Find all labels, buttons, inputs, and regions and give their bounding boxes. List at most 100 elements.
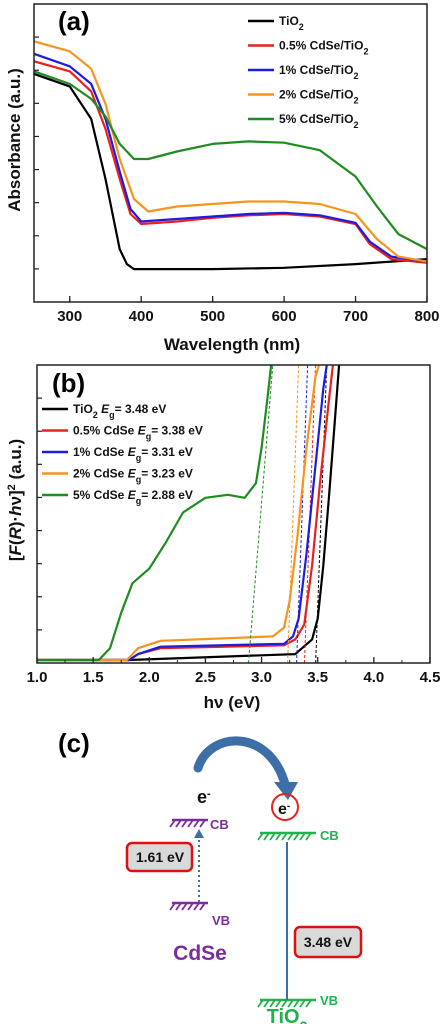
cdse-vb-level bbox=[169, 901, 208, 911]
panel-a-x-tick-label-3: 600 bbox=[272, 308, 297, 325]
panel-b-legend-label-0: TiO2 Eg= 3.48 eV bbox=[73, 402, 166, 420]
tio2-vb-label: VB bbox=[320, 993, 338, 1008]
panel-a-series-0-line bbox=[34, 72, 427, 271]
tio2-cb-hatch bbox=[269, 832, 276, 841]
panel-a-legend-label-0: TiO2 bbox=[279, 14, 304, 32]
panel-b-x-tick-label-2: 2.0 bbox=[139, 669, 160, 686]
cdse-name: CdSe bbox=[173, 942, 227, 965]
electron-cdse-charge: - bbox=[207, 788, 211, 800]
panel-a-x-tick-label-2: 500 bbox=[200, 308, 225, 325]
panel-b-series-4-line bbox=[37, 365, 273, 662]
tio2-vb-hatch bbox=[305, 999, 312, 1008]
cdse-cb-hatch bbox=[193, 819, 200, 828]
cdse-vb-hatch bbox=[169, 902, 176, 911]
panel-a-x-tick-label-0: 300 bbox=[57, 308, 82, 325]
panel-b-series-2-tangent bbox=[296, 365, 309, 663]
panel-a-series-3-line bbox=[34, 40, 427, 263]
cdse-cb-level bbox=[169, 818, 208, 828]
cdse-vb-hatch bbox=[187, 902, 194, 911]
cdse-cb-hatch bbox=[169, 819, 176, 828]
tio2-name-sub: 2 bbox=[300, 1018, 308, 1024]
panel-a-series-1-line bbox=[34, 60, 427, 264]
y-title-exp: 2 bbox=[6, 484, 18, 490]
panel-b-series-0-line bbox=[37, 365, 341, 662]
tio2-cb-hatch bbox=[257, 832, 264, 841]
panel-b-x-tick-label-4: 3.0 bbox=[251, 669, 272, 686]
panel-a-y-axis-title: Absorbance (a.u.) bbox=[5, 68, 24, 212]
cdse-gap-value: 1.61 eV bbox=[136, 849, 185, 865]
panel-b-legend-label-1: 0.5% CdSe Eg= 3.38 eV bbox=[73, 424, 203, 442]
tio2-cb-hatch bbox=[293, 832, 300, 841]
panel-a-series-2-line bbox=[34, 52, 427, 263]
panel-b-x-tick-label-7: 4.5 bbox=[420, 669, 441, 686]
tio2-vb-hatch bbox=[263, 999, 270, 1008]
panel-b-x-tick-label-6: 4.0 bbox=[363, 669, 384, 686]
panel-a-frame bbox=[33, 3, 428, 303]
panel-b-x-axis-title: hν (eV) bbox=[204, 693, 261, 712]
cdse-gap-box bbox=[125, 841, 194, 873]
panel-b-legend: TiO2 Eg= 3.48 eV 0.5% CdSe Eg= 3.38 eV 1% … bbox=[42, 402, 203, 506]
cdse-vb-label: VB bbox=[212, 913, 230, 928]
tio2-cb-hatch bbox=[275, 832, 282, 841]
panel-b-legend-label-4: 5% CdSe Eg= 2.88 eV bbox=[73, 488, 193, 506]
panel-a-x-tick-label-5: 800 bbox=[414, 308, 439, 325]
transfer-arrowhead bbox=[274, 782, 298, 800]
cdse-cb-hatch bbox=[187, 819, 194, 828]
cdse-cb-hatch bbox=[175, 819, 182, 828]
tio2-name: TiO2 bbox=[267, 1006, 308, 1024]
panel-a-x-axis-title: Wavelength (nm) bbox=[164, 335, 300, 354]
tio2-vb-hatch bbox=[287, 999, 294, 1008]
panel-a-legend-label-4: 5% CdSe/TiO2 bbox=[279, 112, 358, 130]
cdse-vb-hatch bbox=[175, 902, 182, 911]
panel-b-series-3-tangent bbox=[287, 365, 300, 663]
electron-transfer-arrow bbox=[193, 736, 291, 793]
cdse-vb-hatch bbox=[193, 902, 200, 911]
panel-b-series-0-tangent bbox=[315, 365, 328, 663]
panel-a: 300 400 500 600 700 800 (a) Wavelength (nm) A… bbox=[5, 3, 440, 354]
tio2-vb-hatch bbox=[269, 999, 276, 1008]
tio2-vb-hatch bbox=[299, 999, 306, 1008]
panel-b-x-ticks: 1.0 1.5 2.0 2.5 3.0 3.5 4.0 4.5 bbox=[27, 657, 441, 686]
panel-a-series-4-line bbox=[34, 70, 427, 251]
panel-b-series-2-line bbox=[37, 365, 328, 662]
tio2-gap-box bbox=[293, 925, 363, 959]
tio2-cb-label: CB bbox=[320, 828, 339, 843]
tio2-cb-level bbox=[257, 831, 316, 841]
cdse-cb-label: CB bbox=[210, 817, 229, 832]
panel-a-x-tick-label-1: 400 bbox=[129, 308, 154, 325]
panel-b-series-3-line bbox=[37, 365, 321, 662]
panel-a-legend-label-3: 2% CdSe/TiO2 bbox=[279, 88, 358, 106]
electron-cdse: e- bbox=[197, 787, 211, 807]
panel-b-y-ticks bbox=[37, 397, 42, 631]
panel-b-x-tick-label-5: 3.5 bbox=[307, 669, 328, 686]
tio2-vb-hatch bbox=[293, 999, 300, 1008]
tio2-cb-hatch bbox=[263, 832, 270, 841]
panel-a-x-ticks: 300 400 500 600 700 800 bbox=[57, 296, 440, 325]
panel-c: (c) e- e- CB VB CdSe 1.61 eV CB VB TiO2 … bbox=[58, 728, 363, 1024]
tio2-name-main: TiO bbox=[267, 1006, 300, 1024]
electron-tio2-circle bbox=[271, 793, 299, 821]
tio2-cb-hatch bbox=[299, 832, 306, 841]
y-title-r: R bbox=[6, 526, 25, 539]
panel-a-legend-label-2: 1% CdSe/TiO2 bbox=[279, 63, 358, 81]
panel-b-series bbox=[37, 365, 341, 663]
panel-b-series-4-tangent bbox=[248, 365, 274, 663]
panel-b-x-tick-label-1: 1.5 bbox=[83, 669, 104, 686]
cdse-vb-hatch bbox=[181, 902, 188, 911]
tio2-cb-hatch bbox=[287, 832, 294, 841]
panel-a-y-ticks bbox=[34, 36, 39, 270]
panel-a-label: (a) bbox=[58, 6, 90, 36]
panel-a-series bbox=[34, 40, 427, 271]
panel-c-label: (c) bbox=[58, 728, 90, 758]
cdse-vb-hatch bbox=[199, 902, 206, 911]
y-title-hv: h bbox=[6, 505, 25, 515]
tio2-vb-hatch bbox=[281, 999, 288, 1008]
electron-tio2: e- bbox=[278, 801, 290, 819]
panel-b-legend-label-2: 1% CdSe Eg= 3.31 eV bbox=[73, 445, 193, 463]
panel-b-y-axis-title: [F(R)·hν]2 (a.u.) bbox=[6, 439, 25, 561]
electron-tio2-letter: e bbox=[278, 801, 287, 818]
panel-b-label: (b) bbox=[52, 368, 85, 398]
panel-b: 1.0 1.5 2.0 2.5 3.0 3.5 4.0 4.5 (b) hν (eV) [F(… bbox=[6, 364, 441, 712]
tio2-cb-hatch bbox=[305, 832, 312, 841]
